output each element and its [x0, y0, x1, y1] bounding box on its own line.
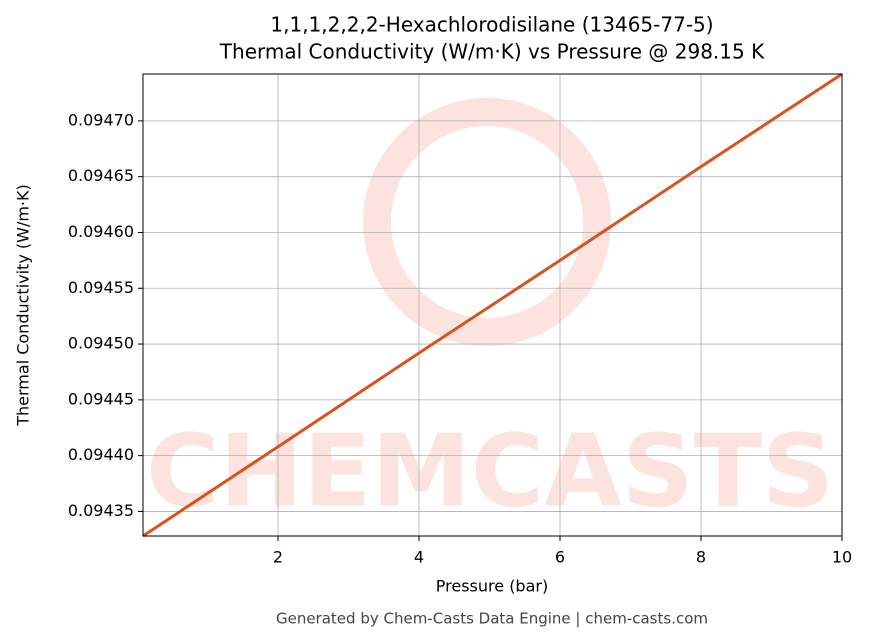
y-tick-label: 0.09440: [68, 445, 134, 464]
data-line: [142, 72, 843, 538]
y-tick-label: 0.09465: [68, 166, 134, 185]
x-tick-label: 6: [555, 548, 565, 567]
x-tick-label: 8: [696, 548, 706, 567]
chart-subtitle: Thermal Conductivity (W/m·K) vs Pressure…: [219, 40, 765, 64]
x-axis-label: Pressure (bar): [436, 577, 548, 596]
y-tick-label: 0.09455: [68, 278, 134, 297]
x-tick-label: 2: [273, 548, 283, 567]
y-axis-label: Thermal Conductivity (W/m·K): [14, 184, 33, 427]
footer: Generated by Chem-Casts Data Engine | ch…: [276, 610, 708, 628]
y-tick-label: 0.09435: [68, 501, 134, 520]
x-tick-label: 10: [832, 548, 852, 567]
chart-title: 1,1,1,2,2,2-Hexachlorodisilane (13465-77…: [270, 13, 713, 37]
y-tick-label: 0.09450: [68, 334, 134, 353]
x-tick-label: 4: [414, 548, 424, 567]
y-tick-label: 0.09470: [68, 110, 134, 129]
y-tick-label: 0.09460: [68, 222, 134, 241]
y-tick-label: 0.09445: [68, 389, 134, 408]
watermark: CHEMCASTS: [146, 412, 834, 529]
watermark-logo: [363, 98, 611, 346]
plot-frame: [142, 73, 843, 537]
